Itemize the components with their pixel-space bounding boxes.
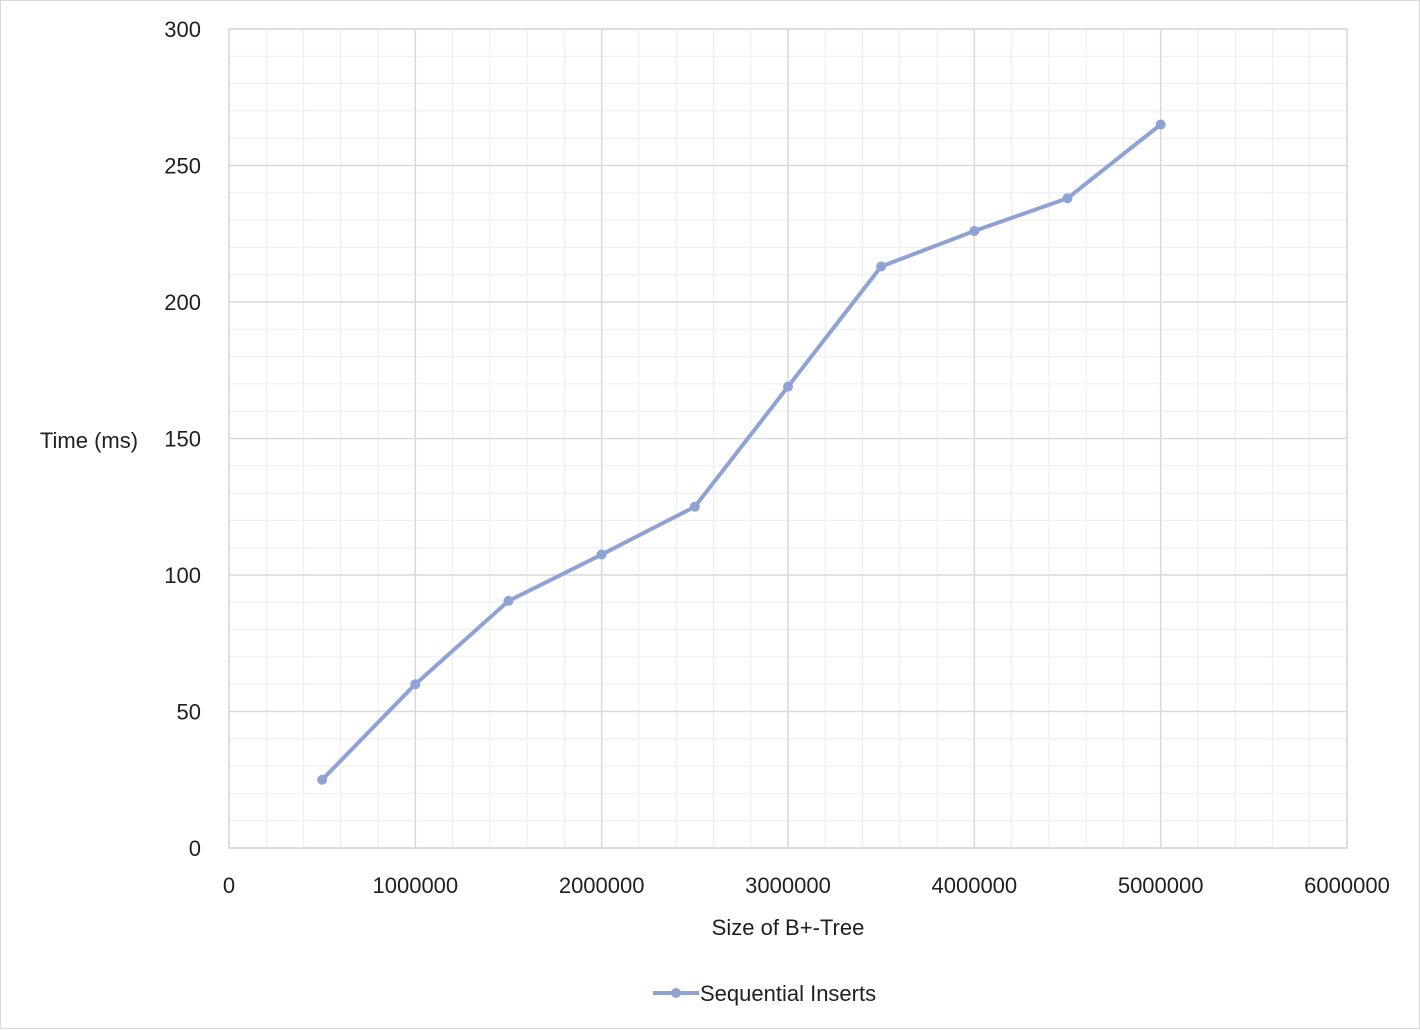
plot-area-border [228, 28, 1348, 849]
legend: Sequential Inserts [653, 981, 876, 1006]
data-point [689, 501, 700, 512]
plot-area [228, 28, 1348, 849]
y-tick-label: 100 [164, 563, 201, 588]
y-tick-label: 50 [177, 700, 201, 725]
x-tick-label: 0 [223, 873, 235, 898]
x-tick-label: 5000000 [1118, 873, 1204, 898]
data-point [969, 226, 980, 237]
data-point [1155, 119, 1166, 130]
x-tick-label: 6000000 [1304, 873, 1390, 898]
series-line [320, 122, 1163, 782]
y-tick-label: 0 [189, 836, 201, 861]
x-tick-label: 3000000 [745, 873, 831, 898]
x-tick-label: 1000000 [373, 873, 459, 898]
y-axis-title: Time (ms) [40, 428, 138, 453]
x-axis-tick-labels: 0 1000000 2000000 3000000 4000000 5000000 6000… [223, 873, 1390, 898]
y-tick-label: 250 [164, 154, 201, 179]
x-tick-label: 2000000 [559, 873, 645, 898]
data-point [410, 679, 421, 690]
data-point [503, 595, 514, 606]
x-tick-label: 4000000 [932, 873, 1018, 898]
data-point [783, 381, 793, 392]
data-point [1062, 193, 1073, 204]
legend-point-marker [671, 988, 681, 998]
data-point [317, 774, 328, 785]
y-tick-label: 200 [164, 290, 201, 315]
series-sequential-inserts [317, 119, 1166, 785]
y-tick-label: 150 [164, 427, 201, 452]
major-gridlines [228, 28, 1348, 849]
data-point [596, 549, 607, 560]
y-axis-tick-labels: 0 50 100 150 200 250 300 [164, 17, 201, 861]
data-point [876, 261, 887, 272]
y-tick-label: 300 [164, 17, 201, 42]
legend-label: Sequential Inserts [700, 981, 876, 1006]
x-axis-title: Size of B+-Tree [712, 915, 865, 940]
